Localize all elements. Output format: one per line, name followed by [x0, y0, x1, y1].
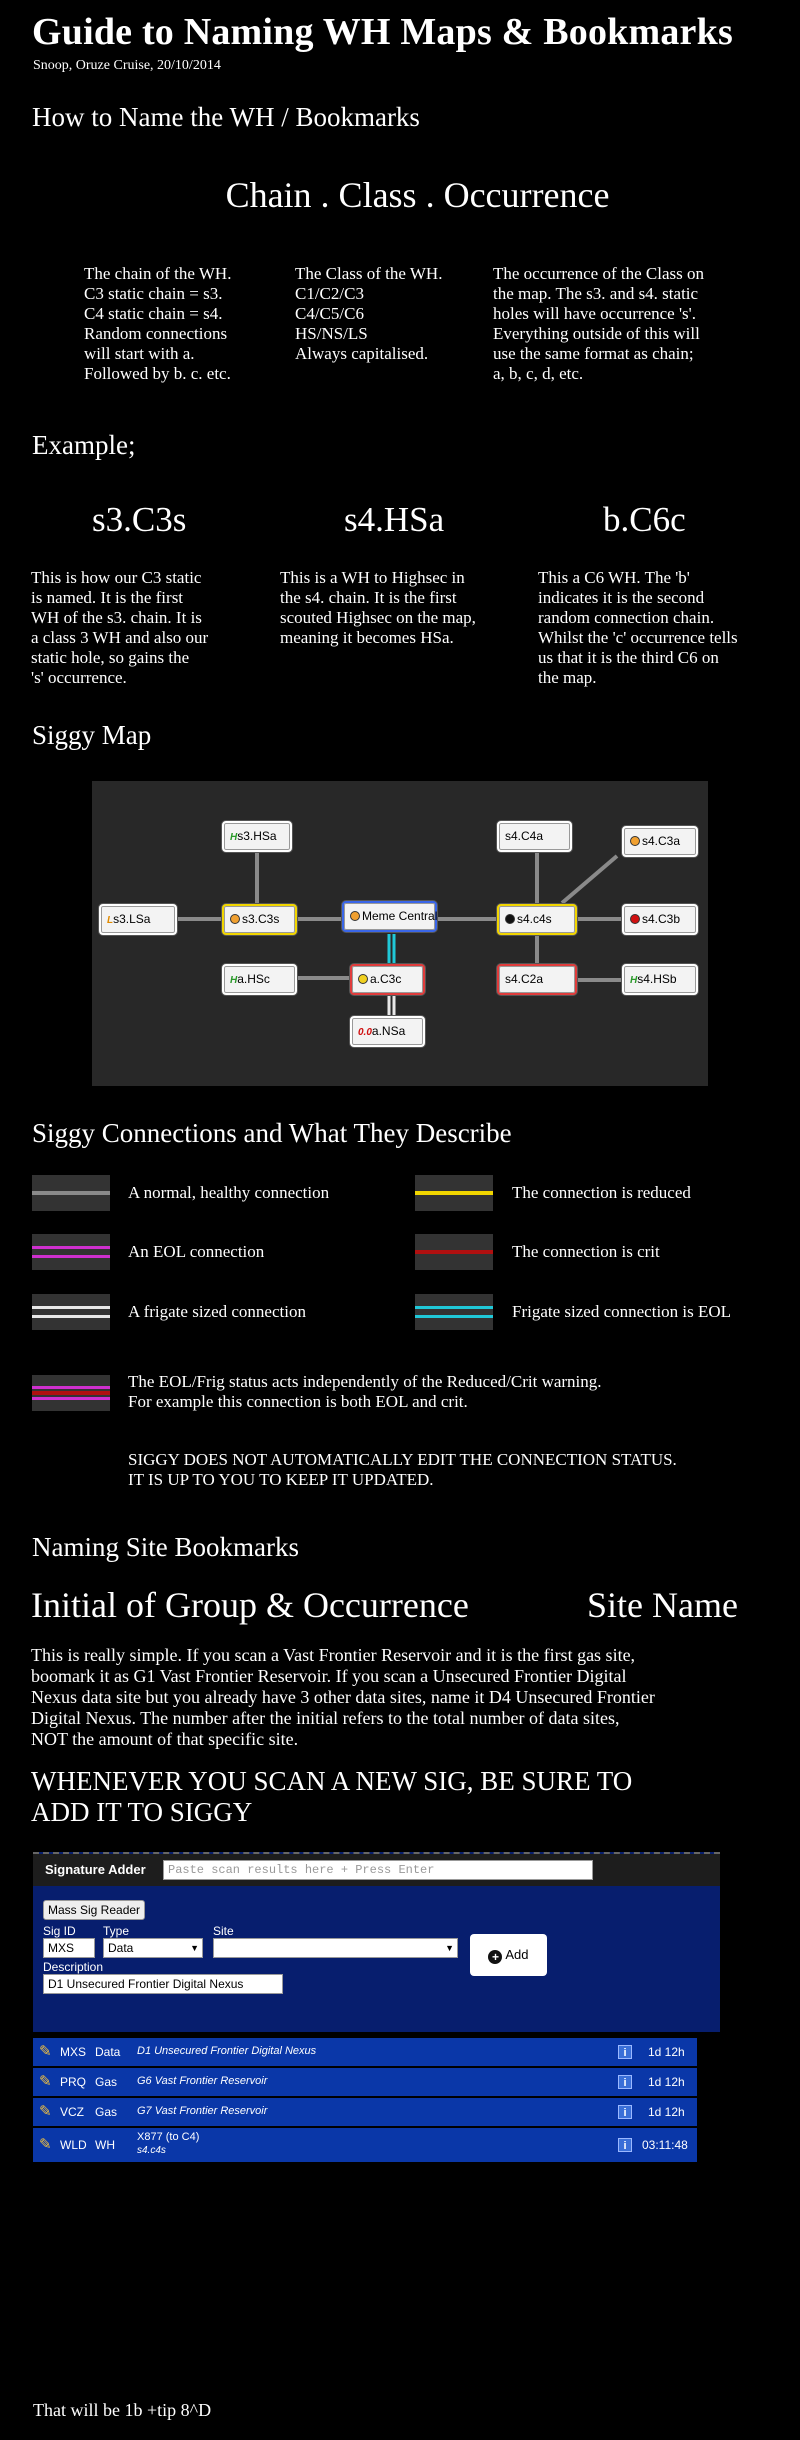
class-dot-icon — [505, 914, 515, 924]
plus-circle-icon: + — [488, 1950, 503, 1964]
map-node-s4-c4a[interactable]: s4.C4a — [497, 821, 572, 852]
pencil-icon[interactable]: ✎ — [39, 2136, 52, 2153]
add-signature-button[interactable]: + Add — [470, 1934, 547, 1976]
swatch-eol-connection — [32, 1234, 110, 1270]
conn-meme-c3c — [387, 934, 396, 963]
siggy-map: Hs3.HSa Ls3.LSa s3.C3s Meme Central Ha.H… — [92, 781, 708, 1086]
swatch-frigate-eol-connection — [415, 1294, 493, 1330]
chain-explanation: The chain of the WH. C3 static chain = s3… — [84, 264, 232, 383]
example-code-s4-hsa: s4.HSa — [344, 500, 445, 539]
table-row[interactable]: ✎ PRQ Gas G6 Vast Frontier Reservoir i 1… — [33, 2068, 697, 2096]
info-icon[interactable]: i — [618, 2045, 632, 2059]
section-heading-bookmarks: Naming Site Bookmarks — [32, 1532, 299, 1562]
example-desc-s4-hsa: This is a WH to Highsec in the s4. chain.… — [280, 568, 476, 647]
map-node-s4-c3b[interactable]: s4.C3b — [622, 904, 698, 935]
occurrence-explanation: The occurrence of the Class on the map. T… — [493, 264, 704, 383]
byline: Snoop, Oruze Cruise, 20/10/2014 — [33, 58, 221, 73]
table-row[interactable]: ✎ MXS Data D1 Unsecured Frontier Digital… — [33, 2038, 697, 2066]
legend-combo: The EOL/Frig status acts independently o… — [128, 1372, 602, 1411]
map-node-s4-c4s[interactable]: s4.c4s — [497, 904, 577, 935]
section-heading-connections: Siggy Connections and What They Describe — [32, 1118, 512, 1148]
pencil-icon[interactable]: ✎ — [39, 2103, 52, 2120]
swatch-normal-connection — [32, 1175, 110, 1211]
site-label: Site — [213, 1924, 234, 1938]
map-node-a-nsa[interactable]: 0.0a.NSa — [350, 1016, 425, 1047]
mass-sig-reader-button[interactable]: Mass Sig Reader — [43, 1900, 145, 1920]
swatch-crit-connection — [415, 1234, 493, 1270]
class-dot-icon — [630, 836, 640, 846]
conn-c4s-c3a — [560, 854, 619, 905]
map-node-a-hsc[interactable]: Ha.HSc — [222, 964, 297, 995]
sig-id-input[interactable]: MXS — [43, 1938, 95, 1958]
info-icon[interactable]: i — [618, 2138, 632, 2152]
pencil-icon[interactable]: ✎ — [39, 2043, 52, 2060]
legend-eol: An EOL connection — [128, 1242, 265, 1261]
paste-scan-input[interactable]: Paste scan results here + Press Enter — [163, 1860, 593, 1880]
pencil-icon[interactable]: ✎ — [39, 2073, 52, 2090]
add-to-siggy-callout: WHENEVER YOU SCAN A NEW SIG, BE SURE TO A… — [31, 1766, 633, 1827]
chevron-down-icon: ▼ — [190, 1943, 199, 1953]
chevron-down-icon: ▼ — [445, 1943, 454, 1953]
map-node-s3-c3s[interactable]: s3.C3s — [222, 904, 297, 935]
class-dot-icon — [230, 914, 240, 924]
description-input[interactable]: D1 Unsecured Frontier Digital Nexus — [43, 1974, 283, 1994]
class-dot-icon — [630, 914, 640, 924]
legend-frigate-eol: Frigate sized connection is EOL — [512, 1302, 732, 1321]
section-heading-example: Example; — [32, 430, 136, 460]
map-node-meme-central[interactable]: Meme Central — [342, 901, 437, 932]
sig-id-label: Sig ID — [43, 1924, 76, 1938]
swatch-eol-crit-connection — [32, 1375, 110, 1411]
section-heading-how-to-name: How to Name the WH / Bookmarks — [32, 102, 420, 132]
table-row[interactable]: ✎ WLD WH X877 (to C4) s4.c4s i 03:11:48 — [33, 2128, 697, 2162]
siggy-warning: SIGGY DOES NOT AUTOMATICALLY EDIT THE CO… — [128, 1450, 677, 1489]
map-node-s4-c3a[interactable]: s4.C3a — [622, 826, 698, 857]
page-title: Guide to Naming WH Maps & Bookmarks — [32, 11, 733, 53]
example-desc-b-c6c: This a C6 WH. The 'b' indicates it is the… — [538, 568, 738, 687]
map-connections — [177, 851, 622, 1016]
table-row[interactable]: ✎ VCZ Gas G7 Vast Frontier Reservoir i 1… — [33, 2098, 697, 2126]
type-select[interactable]: Data ▼ — [103, 1938, 203, 1958]
naming-formula: Chain . Class . Occurrence — [225, 175, 610, 215]
description-label: Description — [43, 1960, 104, 1974]
map-node-s4-c2a[interactable]: s4.C2a — [497, 964, 577, 995]
footer-text: That will be 1b +tip 8^D — [33, 2400, 212, 2420]
info-icon[interactable]: i — [618, 2075, 632, 2089]
info-icon[interactable]: i — [618, 2105, 632, 2119]
signature-adder-title: Signature Adder — [45, 1862, 146, 1877]
bookmark-right-title: Site Name — [587, 1585, 738, 1625]
map-node-s3-lsa[interactable]: Ls3.LSa — [99, 904, 177, 935]
swatch-reduced-connection — [415, 1175, 493, 1211]
example-code-s3-c3s: s3.C3s — [92, 500, 187, 539]
class-explanation: The Class of the WH. C1/C2/C3 C4/C5/C6 HS/… — [295, 264, 443, 363]
bookmark-explanation: This is really simple. If you scan a Vas… — [31, 1645, 655, 1749]
swatch-frigate-connection — [32, 1294, 110, 1330]
legend-crit: The connection is crit — [512, 1242, 660, 1261]
section-heading-siggy-map: Siggy Map — [32, 720, 152, 750]
map-node-s4-hsb[interactable]: Hs4.HSb — [622, 964, 698, 995]
signature-adder-panel: Signature Adder Paste scan results here … — [33, 1852, 720, 2032]
legend-frigate: A frigate sized connection — [128, 1302, 306, 1321]
legend-reduced: The connection is reduced — [512, 1183, 691, 1202]
example-desc-s3-c3s: This is how our C3 static is named. It is… — [31, 568, 209, 687]
conn-c3c-nsa — [387, 994, 396, 1016]
map-node-s3-hsa[interactable]: Hs3.HSa — [222, 821, 292, 852]
example-code-b-c6c: b.C6c — [603, 500, 686, 539]
bookmark-left-title: Initial of Group & Occurrence — [31, 1585, 469, 1625]
site-select[interactable]: ▼ — [213, 1938, 458, 1958]
map-node-a-c3c[interactable]: a.C3c — [350, 964, 425, 995]
type-label: Type — [103, 1924, 130, 1938]
legend-normal: A normal, healthy connection — [128, 1183, 330, 1202]
class-dot-icon — [350, 911, 360, 921]
class-dot-icon — [358, 974, 368, 984]
